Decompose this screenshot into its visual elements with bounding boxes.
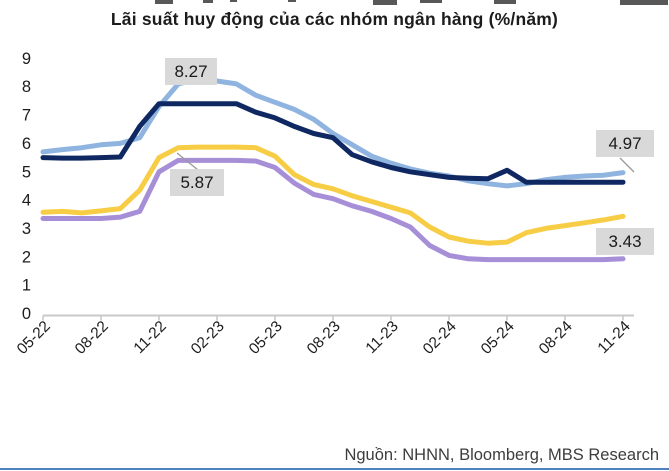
cropped-text-fragment: [620, 0, 668, 5]
callout-last-3t-private: 3.43: [596, 228, 654, 255]
y-tick-label: 2: [22, 248, 31, 266]
series-line-0: [40, 157, 626, 263]
cropped-text-fragment: [420, 0, 442, 3]
y-tick-label: 1: [22, 277, 31, 295]
y-tick-label: 9: [22, 50, 31, 68]
y-tick-label: 0: [22, 305, 31, 323]
x-axis-labels: 05-22 08-22 11-22 02-23 05-23 08-23 11-23 02-24…: [14, 318, 634, 358]
x-tick-label: 08-22: [72, 318, 112, 358]
y-tick-label: 3: [22, 220, 31, 238]
x-tick-label: 11-24: [595, 318, 635, 358]
x-tick-label: 02-24: [420, 318, 460, 358]
x-tick-label: 11-22: [131, 318, 170, 357]
cropped-text-fragment: [203, 0, 213, 3]
series-line-1: [40, 144, 626, 246]
cropped-text-fragment: [494, 0, 516, 4]
y-tick-label: 7: [22, 107, 31, 125]
series-line-3: [40, 76, 626, 189]
source-note: Nguồn: NHNN, Bloomberg, MBS Research: [344, 446, 659, 464]
cropped-text-fragment: [155, 0, 173, 4]
x-tick-label: 11-23: [363, 318, 402, 357]
callout-peak-12t-private: 8.27: [165, 58, 217, 85]
y-axis-labels: 0 1 2 3 4 5 6 7 8 9: [22, 50, 31, 323]
legend: 3T (NH quốc doanh) 3T (NH tư nhân) 12T (…: [0, 390, 669, 440]
cropped-text-fragment: [373, 0, 397, 5]
callout-peak-3t-private: 5.87: [170, 169, 224, 196]
x-tick-label: 08-24: [536, 318, 576, 358]
callout-last-12t-private: 4.97: [596, 130, 654, 157]
chart-title: Lãi suất huy động của các nhóm ngân hàng…: [110, 9, 559, 29]
y-tick-label: 6: [22, 135, 31, 153]
bottom-rule: [0, 468, 669, 470]
y-tick-label: 8: [22, 78, 31, 96]
y-tick-label: 4: [22, 192, 31, 210]
y-tick-label: 5: [22, 163, 31, 181]
x-tick-label: 05-23: [246, 318, 286, 358]
x-tick-label: 08-23: [304, 318, 344, 358]
series-line-2: [40, 101, 626, 185]
x-axis-ticks: [42, 315, 624, 321]
cropped-text-fragment: [230, 0, 237, 2]
callout-leader-497: [619, 157, 635, 173]
line-chart: 0 1 2 3 4 5 6 7 8 9 05-22 08-22 11-22 02-23 05-23 08-2…: [14, 50, 635, 358]
cropped-text-fragment: [288, 0, 296, 2]
x-tick-label: 05-24: [478, 318, 518, 358]
x-tick-label: 05-22: [14, 318, 54, 358]
x-tick-label: 02-23: [188, 318, 228, 358]
data-series: [40, 76, 626, 263]
